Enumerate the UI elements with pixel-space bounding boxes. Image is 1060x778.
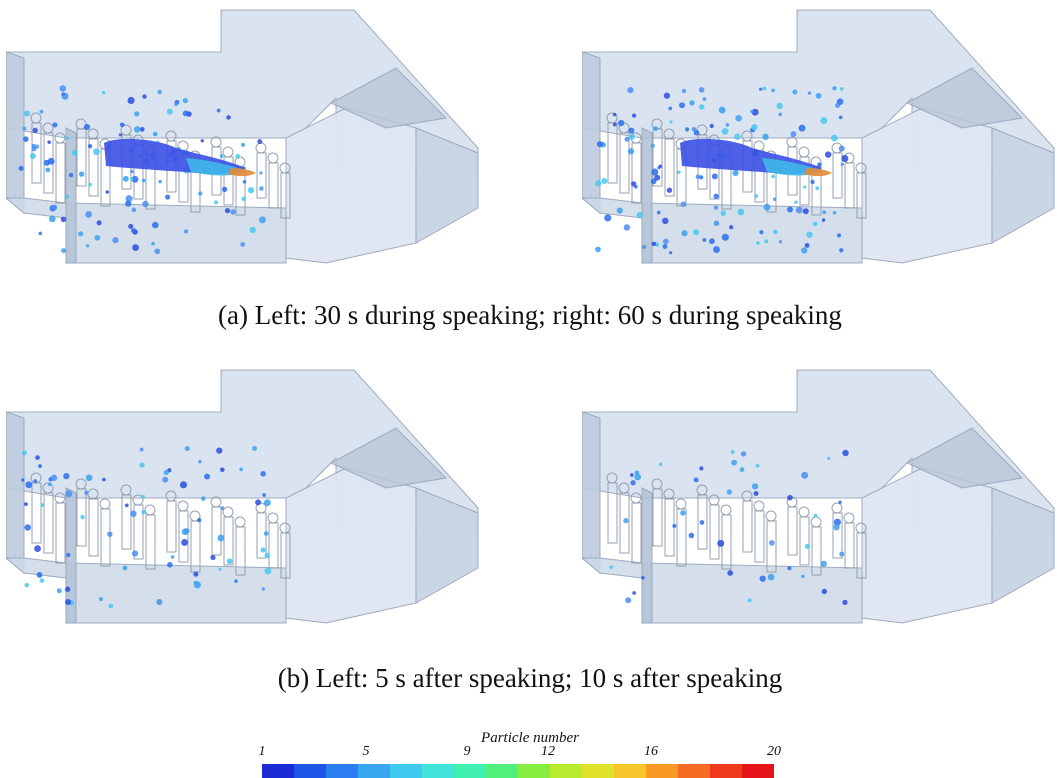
caption-b: (b) Left: 5 s after speaking; 10 s after…	[277, 663, 783, 693]
colorbar-segment	[326, 764, 358, 778]
colorbar-title: Particle number	[481, 730, 579, 746]
colorbar-segment	[582, 764, 614, 778]
colorbar-tick-label: 1	[258, 744, 266, 759]
caption-a: (a) Left: 30 s during speaking; right: 6…	[218, 300, 842, 330]
colorbar-tick-label: 9	[463, 744, 471, 759]
panel-top-left	[6, 8, 486, 268]
cabin-render	[6, 9, 479, 264]
colorbar-segment	[646, 764, 678, 778]
colorbar-segment	[358, 764, 390, 778]
colorbar-segment	[422, 764, 454, 778]
colorbar-segment	[710, 764, 742, 778]
colorbar-segment	[262, 764, 294, 778]
colorbar-segment	[550, 764, 582, 778]
cabin-render	[6, 369, 479, 624]
colorbar-tick-label: 5	[362, 744, 370, 759]
colorbar-segment	[614, 764, 646, 778]
colorbar	[262, 764, 774, 778]
colorbar-tick-label: 16	[644, 744, 658, 759]
particle-plume	[104, 138, 256, 177]
colorbar-segment	[678, 764, 710, 778]
particle-plume	[680, 138, 832, 177]
colorbar-segment	[390, 764, 422, 778]
colorbar-segment	[518, 764, 550, 778]
colorbar-segment	[486, 764, 518, 778]
colorbar-segment	[742, 764, 774, 778]
colorbar-tick-label: 12	[541, 744, 555, 759]
panel-top-right	[582, 8, 1060, 268]
colorbar-segment	[454, 764, 486, 778]
cabin-render	[582, 9, 1055, 264]
panel-bottom-right	[582, 368, 1060, 628]
cabin-render	[582, 369, 1055, 624]
panel-bottom-left	[6, 368, 486, 628]
colorbar-tick-label: 20	[767, 744, 781, 759]
colorbar-segment	[294, 764, 326, 778]
